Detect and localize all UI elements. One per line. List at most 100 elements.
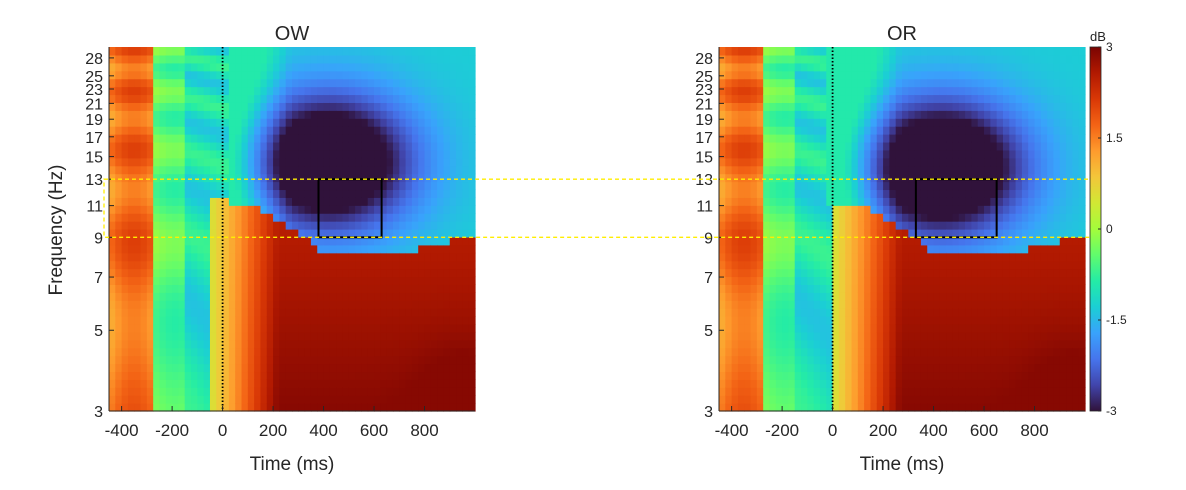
heatmap-cell xyxy=(172,323,180,333)
heatmap-cell xyxy=(864,47,872,56)
heatmap-cell xyxy=(374,339,381,349)
heatmap-cell xyxy=(456,371,463,380)
heatmap-cell xyxy=(127,323,135,333)
heatmap-cell xyxy=(449,173,457,183)
heatmap-cell xyxy=(725,94,733,103)
heatmap-cell xyxy=(279,141,287,151)
heatmap-cell xyxy=(813,308,821,317)
y-tick-label: 17 xyxy=(85,130,103,147)
heatmap-cell xyxy=(273,229,280,238)
heatmap-cell xyxy=(323,197,331,206)
heatmap-cell xyxy=(731,70,739,80)
heatmap-cell xyxy=(914,213,922,222)
heatmap-cell xyxy=(222,268,230,278)
heatmap-cell xyxy=(279,118,287,127)
heatmap-cell xyxy=(990,276,998,285)
heatmap-cell xyxy=(958,244,966,254)
heatmap-cell xyxy=(794,205,802,214)
heatmap-cell xyxy=(430,165,438,175)
heatmap-cell xyxy=(209,339,217,349)
heatmap-cell xyxy=(449,371,457,380)
heatmap-cell xyxy=(958,86,966,96)
heatmap-cell xyxy=(109,78,116,88)
heatmap-cell xyxy=(737,363,745,373)
heatmap-cell xyxy=(908,181,916,191)
heatmap-cell xyxy=(775,181,783,191)
heatmap-cell xyxy=(418,173,426,183)
heatmap-cell xyxy=(807,268,815,278)
heatmap-cell xyxy=(807,126,815,135)
heatmap-cell xyxy=(336,260,344,270)
heatmap-cell xyxy=(449,260,457,270)
heatmap-cell xyxy=(990,181,998,191)
heatmap-cell xyxy=(801,94,808,103)
heatmap-cell xyxy=(883,260,890,270)
heatmap-cell xyxy=(134,149,142,159)
heatmap-cell xyxy=(914,347,922,357)
heatmap-cell xyxy=(902,165,909,175)
heatmap-cell xyxy=(1015,54,1023,64)
heatmap-cell xyxy=(845,323,853,333)
heatmap-cell xyxy=(241,181,249,191)
heatmap-cell xyxy=(172,371,180,380)
heatmap-cell xyxy=(851,141,859,151)
heatmap-cell xyxy=(424,149,432,159)
heatmap-cell xyxy=(889,379,897,388)
heatmap-cell xyxy=(292,371,299,380)
heatmap-cell xyxy=(952,316,960,325)
heatmap-cell xyxy=(399,149,407,159)
heatmap-cell xyxy=(203,355,211,365)
heatmap-cell xyxy=(165,197,173,206)
heatmap-cell xyxy=(851,62,859,72)
heatmap-cell xyxy=(731,126,739,135)
heatmap-cell xyxy=(184,355,192,365)
heatmap-cell xyxy=(933,331,941,341)
heatmap-cell xyxy=(115,149,123,159)
heatmap-cell xyxy=(430,268,438,278)
heatmap-cell xyxy=(216,70,224,80)
heatmap-cell xyxy=(367,197,375,206)
heatmap-cell xyxy=(794,300,802,309)
heatmap-cell xyxy=(348,134,356,143)
heatmap-cell xyxy=(323,292,331,301)
heatmap-cell xyxy=(367,371,375,380)
heatmap-cell xyxy=(939,229,947,238)
heatmap-cell xyxy=(876,110,884,119)
heatmap-cell xyxy=(782,347,790,357)
heatmap-cell xyxy=(946,205,954,214)
heatmap-cell xyxy=(285,94,293,103)
heatmap-cell xyxy=(241,355,249,365)
heatmap-cell xyxy=(209,213,217,222)
heatmap-cell xyxy=(857,395,865,404)
heatmap-cell xyxy=(298,157,306,167)
heatmap-cell xyxy=(298,292,306,301)
heatmap-cell xyxy=(443,276,451,285)
heatmap-cell xyxy=(984,181,991,191)
heatmap-cell xyxy=(889,157,897,167)
heatmap-cell xyxy=(260,244,268,254)
heatmap-cell xyxy=(197,284,205,293)
heatmap-cell xyxy=(965,276,973,285)
heatmap-cell xyxy=(241,387,249,396)
heatmap-cell xyxy=(260,347,268,357)
heatmap-cell xyxy=(329,149,337,159)
heatmap-cell xyxy=(914,260,922,270)
heatmap-cell xyxy=(782,86,790,96)
heatmap-cell xyxy=(883,110,890,119)
heatmap-cell xyxy=(367,94,375,103)
heatmap-cell xyxy=(838,86,846,96)
heatmap-cell xyxy=(1015,126,1023,135)
heatmap-cell xyxy=(153,347,161,357)
heatmap-cell xyxy=(184,323,192,333)
heatmap-cell xyxy=(184,363,192,373)
heatmap-cell xyxy=(165,157,173,167)
heatmap-cell xyxy=(908,268,916,278)
heatmap-cell xyxy=(310,355,318,365)
heatmap-cell xyxy=(756,331,764,341)
heatmap-cell xyxy=(876,268,884,278)
heatmap-cell xyxy=(285,78,293,88)
heatmap-cell xyxy=(254,260,262,270)
heatmap-cell xyxy=(374,292,381,301)
y-tick-label: 28 xyxy=(85,51,103,68)
heatmap-cell xyxy=(1021,47,1029,56)
